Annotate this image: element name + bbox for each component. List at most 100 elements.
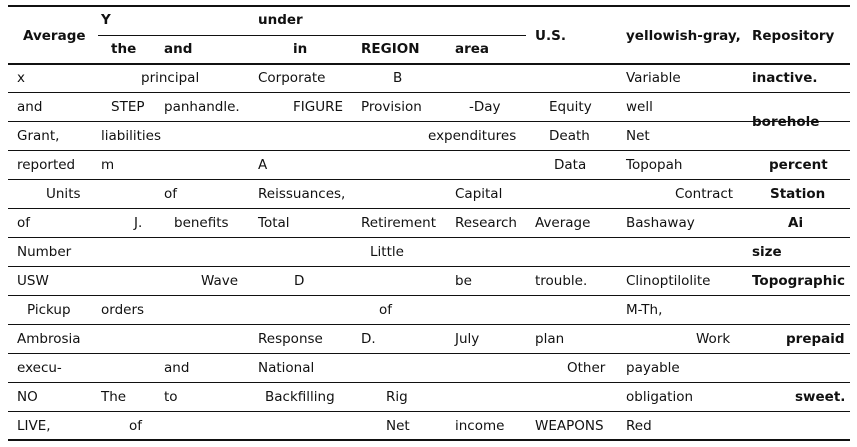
- table-cell: Total: [258, 215, 290, 231]
- table-cell: D: [294, 273, 305, 289]
- table-cell: Work: [696, 331, 731, 347]
- table-cell: Research: [455, 215, 517, 231]
- table-cell: WEAPONS: [535, 418, 604, 434]
- row-rule: [8, 150, 850, 151]
- table-cell: x: [17, 70, 25, 86]
- table-cell: of: [379, 302, 393, 318]
- table-cell: Bashaway: [626, 215, 695, 231]
- table-cell: to: [164, 389, 178, 405]
- row-rule: [8, 237, 850, 238]
- row-rule: [8, 324, 850, 325]
- table-cell: Net: [386, 418, 410, 434]
- header-span-under: under: [258, 12, 303, 28]
- table-cell: reported: [17, 157, 76, 173]
- table-cell: m: [101, 157, 115, 173]
- table-cell: NO: [17, 389, 38, 405]
- table-cell: M-Th,: [626, 302, 663, 318]
- table-cell: and: [17, 99, 43, 115]
- header-span-y: Y: [101, 12, 111, 28]
- table-cell: The: [101, 389, 127, 405]
- row-rule: [8, 353, 850, 354]
- table-cell: well: [626, 99, 653, 115]
- table-cell: B: [393, 70, 403, 86]
- table-cell: Retirement: [361, 215, 436, 231]
- table-cell: inactive.: [752, 70, 818, 86]
- table-cell: prepaid: [786, 331, 845, 347]
- header-sub: the: [111, 41, 137, 57]
- table-cell: Ai: [788, 215, 804, 231]
- row-rule: [8, 295, 850, 296]
- table-cell: Topopah: [626, 157, 683, 173]
- table-cell: Death: [549, 128, 590, 144]
- table-cell: Little: [370, 244, 404, 260]
- table-cell: sweet.: [795, 389, 846, 405]
- table-cell: of: [17, 215, 31, 231]
- table-cell: payable: [626, 360, 680, 376]
- table-cell: size: [752, 244, 782, 260]
- table-cell: Average: [535, 215, 591, 231]
- row-rule: [8, 382, 850, 383]
- table-cell: income: [455, 418, 505, 434]
- header-average: Average: [23, 28, 86, 44]
- table-cell: percent: [769, 157, 828, 173]
- table-cell: Red: [626, 418, 652, 434]
- table-cell: D.: [361, 331, 376, 347]
- header-sub: area: [455, 41, 490, 57]
- table-cell: liabilities: [101, 128, 161, 144]
- header-bottom-rule: [8, 63, 850, 65]
- table-cell: Equity: [549, 99, 592, 115]
- table-cell: Grant,: [17, 128, 60, 144]
- table-cell: J.: [134, 215, 143, 231]
- table-cell: panhandle.: [164, 99, 240, 115]
- header-sub: in: [293, 41, 308, 57]
- table-cell: orders: [101, 302, 145, 318]
- table-top-rule: [8, 5, 850, 7]
- row-rule: [8, 266, 850, 267]
- table-cell: -Day: [469, 99, 501, 115]
- table-cell: Data: [554, 157, 587, 173]
- table-cell: Rig: [386, 389, 408, 405]
- table-cell: and: [164, 360, 190, 376]
- table-cell: Clinoptilolite: [626, 273, 711, 289]
- table-cell: Reissuances,: [258, 186, 346, 202]
- table-bottom-rule: [8, 439, 850, 441]
- table-cell: STEP: [111, 99, 145, 115]
- table-cell: Net: [626, 128, 650, 144]
- header-repository: Repository: [752, 28, 835, 44]
- table-cell: Topographic: [752, 273, 845, 289]
- table-cell: obligation: [626, 389, 694, 405]
- row-rule: [8, 179, 850, 180]
- table-cell: expenditures: [428, 128, 517, 144]
- table-cell: Backfilling: [265, 389, 335, 405]
- row-rule: [8, 92, 850, 93]
- table-cell: Number: [17, 244, 72, 260]
- table-cell: USW: [17, 273, 49, 289]
- table-cell: Other: [567, 360, 606, 376]
- table-cell: of: [129, 418, 143, 434]
- row-rule: [8, 208, 850, 209]
- table-cell: Wave: [201, 273, 239, 289]
- header-sub: REGION: [361, 41, 420, 57]
- header-sub: and: [164, 41, 193, 57]
- table-cell: Variable: [626, 70, 681, 86]
- table-cell: Response: [258, 331, 323, 347]
- table-cell: trouble.: [535, 273, 588, 289]
- table-cell: A: [258, 157, 268, 173]
- table-cell: July: [455, 331, 480, 347]
- table-cell: Corporate: [258, 70, 326, 86]
- row-rule: [8, 411, 850, 412]
- table-cell: National: [258, 360, 315, 376]
- header-us: U.S.: [535, 28, 566, 44]
- table-cell: be: [455, 273, 472, 289]
- table-cell: Station: [770, 186, 826, 202]
- table-cell: Ambrosia: [17, 331, 81, 347]
- table-cell: execu-: [17, 360, 62, 376]
- table-cell: Capital: [455, 186, 503, 202]
- table-cell: Pickup: [27, 302, 71, 318]
- table-cell: LIVE,: [17, 418, 51, 434]
- table-cell: of: [164, 186, 178, 202]
- table-cell: plan: [535, 331, 565, 347]
- header-span-rule: [98, 35, 526, 36]
- table-cell: benefits: [174, 215, 229, 231]
